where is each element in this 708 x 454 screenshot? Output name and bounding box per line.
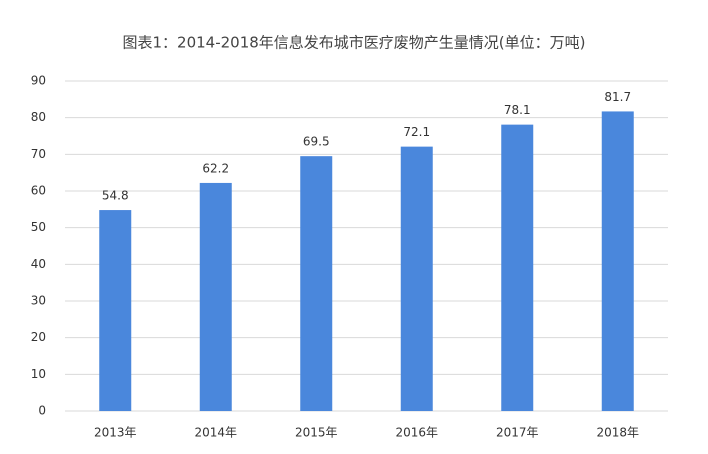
data-label: 54.8 bbox=[102, 189, 129, 203]
y-tick-label: 40 bbox=[31, 257, 46, 271]
y-tick-label: 20 bbox=[31, 330, 46, 344]
data-label: 72.1 bbox=[403, 125, 430, 139]
bar bbox=[501, 124, 534, 411]
y-tick-label: 60 bbox=[31, 184, 46, 198]
bar bbox=[400, 146, 433, 411]
x-tick-label: 2015年 bbox=[295, 426, 338, 440]
bar bbox=[99, 210, 132, 411]
x-tick-label: 2016年 bbox=[395, 426, 438, 440]
x-tick-label: 2017年 bbox=[496, 426, 539, 440]
y-tick-label: 70 bbox=[31, 147, 46, 161]
bar bbox=[199, 182, 232, 411]
y-tick-label: 50 bbox=[31, 220, 46, 234]
data-label: 69.5 bbox=[303, 135, 330, 149]
bar bbox=[300, 156, 333, 411]
data-label: 81.7 bbox=[604, 90, 631, 104]
x-tick-label: 2014年 bbox=[194, 426, 237, 440]
y-tick-label: 30 bbox=[31, 294, 46, 308]
y-tick-label: 80 bbox=[31, 110, 46, 124]
y-tick-label: 0 bbox=[38, 404, 46, 418]
bar bbox=[601, 111, 634, 411]
data-label: 62.2 bbox=[202, 161, 229, 175]
y-tick-label: 10 bbox=[31, 367, 46, 381]
chart-title: 图表1：2014-2018年信息发布城市医疗废物产生量情况(单位：万吨) bbox=[122, 34, 585, 52]
y-tick-label: 90 bbox=[31, 74, 46, 88]
x-tick-label: 2013年 bbox=[94, 426, 137, 440]
x-tick-label: 2018年 bbox=[596, 426, 639, 440]
data-label: 78.1 bbox=[504, 103, 531, 117]
